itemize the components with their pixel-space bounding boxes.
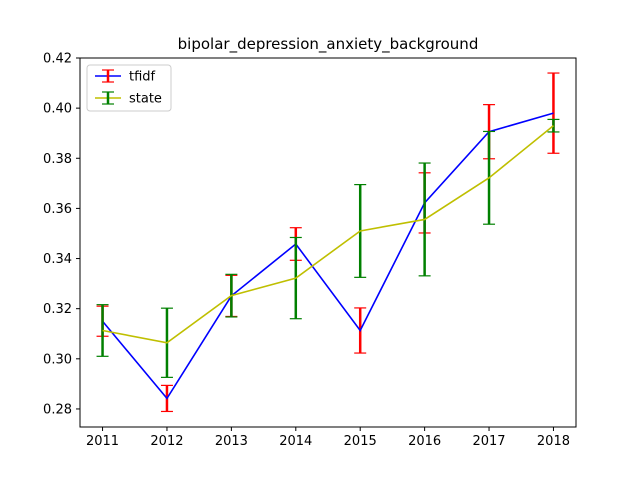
tfidf-error-bar bbox=[547, 72, 560, 154]
x-tick-label: 2018 bbox=[537, 434, 570, 449]
y-tick-label: 0.42 bbox=[43, 52, 72, 67]
x-tick-label: 2014 bbox=[279, 434, 312, 449]
legend-tfidf-label: tfidf bbox=[129, 70, 156, 85]
chart-title: bipolar_depression_anxiety_background bbox=[178, 35, 479, 54]
x-tick-label: 2011 bbox=[86, 434, 119, 449]
legend-state-label: state bbox=[129, 92, 162, 107]
legend-entry-tfidf: tfidf bbox=[95, 69, 156, 85]
y-tick-label: 0.28 bbox=[43, 402, 72, 417]
x-tick-label: 2016 bbox=[408, 434, 441, 449]
x-tick-label: 2017 bbox=[472, 434, 505, 449]
y-tick-label: 0.32 bbox=[43, 302, 72, 317]
legend: tfidf state bbox=[86, 64, 172, 112]
x-tick-label: 2012 bbox=[150, 434, 183, 449]
x-tick-label: 2015 bbox=[344, 434, 377, 449]
y-tick-label: 0.36 bbox=[43, 202, 72, 217]
state-error-bar bbox=[96, 304, 109, 357]
y-tick-label: 0.40 bbox=[43, 102, 72, 117]
x-axis: 2011 2012 2013 2014 2015 2016 2017 2018 bbox=[86, 427, 570, 449]
legend-entry-state: state bbox=[95, 91, 162, 107]
y-tick-label: 0.34 bbox=[43, 252, 72, 267]
plot-area bbox=[96, 72, 560, 413]
state-error-bar bbox=[547, 118, 560, 133]
y-tick-label: 0.30 bbox=[43, 352, 72, 367]
y-tick-label: 0.38 bbox=[43, 152, 72, 167]
axes-frame bbox=[79, 57, 577, 428]
x-tick-label: 2013 bbox=[215, 434, 248, 449]
state-series bbox=[96, 118, 560, 378]
y-axis: 0.28 0.30 0.32 0.34 0.36 0.38 0.40 0.42 bbox=[43, 52, 80, 417]
tfidf-line bbox=[101, 112, 554, 400]
state-line bbox=[102, 125, 554, 344]
